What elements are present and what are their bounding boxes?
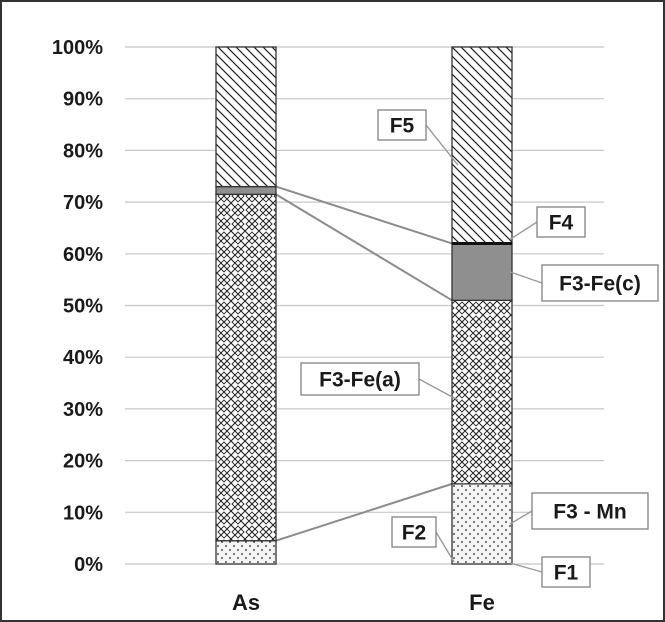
bar-segment-fe-f3-fe-a (451, 299, 513, 485)
connector-line (275, 193, 453, 302)
callout-labels: F5 F4 F3-Fe(c) F3-Fe(a) F3 - Mn F2 F1 (300, 109, 659, 588)
callout-box-f5 (377, 109, 427, 141)
connector-line (275, 185, 453, 245)
y-tick-label: 20% (63, 451, 103, 473)
callout-leader-f2 (435, 531, 455, 563)
callout-label-f4: F4 (549, 212, 574, 235)
bar-segment-fe-f3-mn (451, 483, 513, 565)
callout-leader-f1 (509, 562, 543, 573)
y-tick-label: 50% (63, 296, 103, 318)
y-tick-label: 80% (63, 140, 103, 162)
callout-box-f3-fe-a (300, 362, 420, 396)
gridlines (125, 46, 604, 565)
y-tick-label: 70% (63, 192, 103, 214)
callout-box-f1 (541, 556, 591, 588)
callout-leader-f5 (425, 124, 459, 166)
callout-box-f3-mn (531, 492, 649, 530)
y-tick-label: 30% (63, 399, 103, 421)
callout-leader-f3-fe-c (509, 271, 543, 284)
bars (215, 46, 513, 565)
bar-segment-fe-f5 (451, 46, 513, 245)
y-axis-tick-labels: 0% 10% 20% 30% 40% 50% 60% 70% 80% 90% 100% (52, 37, 103, 576)
y-tick-label: 60% (63, 244, 103, 266)
x-category-label: As (232, 590, 260, 615)
callout-box-f2 (391, 516, 437, 548)
connector-lines (275, 185, 453, 542)
callout-label-f3-mn: F3 - Mn (553, 501, 627, 524)
callout-leader-f4 (509, 221, 538, 241)
callout-label-f3-fe-c: F3-Fe(c) (559, 273, 641, 296)
y-tick-label: 10% (63, 502, 103, 524)
x-category-label: Fe (469, 590, 495, 615)
bar-segment-as-f3-fe-a (215, 193, 277, 542)
bar-segment-as-f5 (215, 46, 277, 188)
bar-segment-as-f3-mn (215, 540, 277, 565)
connector-line (275, 482, 453, 542)
callout-label-f3-fe-a: F3-Fe(a) (319, 369, 401, 392)
y-tick-label: 90% (63, 89, 103, 111)
callout-label-f2: F2 (402, 522, 427, 545)
callout-box-f4 (536, 206, 586, 238)
callout-leader-f3-mn (509, 510, 533, 525)
callout-label-f1: F1 (554, 562, 579, 585)
bar-segment-fe-f3-fe-c (451, 242, 513, 301)
bar-segment-as-f3-fe-c (215, 185, 277, 195)
callout-label-f5: F5 (390, 115, 415, 138)
callout-box-f3-fe-c (541, 264, 659, 302)
y-tick-label: 40% (63, 347, 103, 369)
callout-leader-f3-fe-a (418, 378, 459, 401)
x-axis-category-labels: As Fe (232, 590, 495, 615)
y-tick-label: 100% (52, 37, 103, 59)
y-tick-label: 0% (74, 554, 103, 576)
